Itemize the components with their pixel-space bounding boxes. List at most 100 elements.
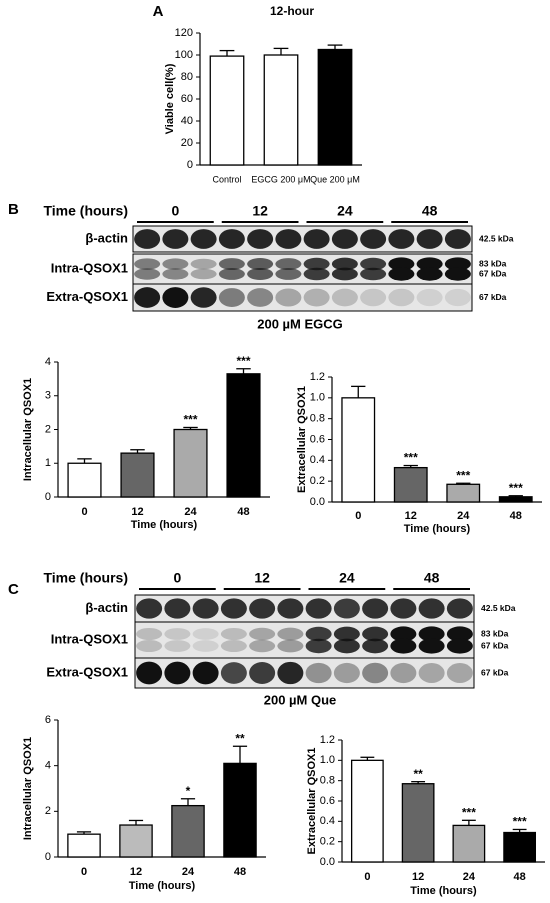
error-bar (456, 482, 471, 485)
blot-band (416, 288, 443, 307)
blot-band (192, 628, 219, 640)
blot-band (162, 268, 189, 280)
blot-band (190, 268, 217, 280)
kda-label: 83 kDa (479, 258, 507, 268)
error-bar (76, 831, 92, 835)
bar (446, 483, 481, 503)
y-tick-label: 2 (45, 805, 51, 817)
bar (263, 54, 299, 166)
bar (223, 762, 257, 858)
x-tick-label: 24 (463, 871, 476, 883)
time-label: 12 (252, 203, 268, 219)
x-tick-label: 0 (364, 871, 370, 883)
blot-band (390, 662, 417, 684)
error-bar (232, 745, 248, 764)
y-tick-label: 1 (45, 457, 51, 469)
blot-band (446, 626, 473, 642)
blot-band (162, 258, 189, 270)
y-tick-label: 4 (45, 760, 51, 772)
blot-strip (134, 594, 475, 623)
blot-band (362, 638, 389, 654)
blot-band (305, 662, 332, 684)
blot-band (446, 598, 473, 619)
y-tick-label: 0.2 (320, 836, 335, 848)
blot-band (218, 268, 245, 280)
blot-band (192, 640, 219, 652)
significance: ** (413, 767, 423, 781)
blot-band (331, 288, 358, 307)
y-tick-label: 60 (181, 93, 193, 105)
y-tick-label: 0 (45, 851, 51, 863)
blot-band (444, 267, 471, 281)
blot-band (164, 628, 191, 640)
y-tick-label: 2 (45, 423, 51, 435)
blot-band (390, 626, 417, 642)
significance: *** (513, 815, 527, 829)
x-tick-label: 12 (405, 510, 417, 522)
blot-caption: 200 µM Que (264, 692, 337, 707)
blot-band (303, 257, 330, 271)
significance: *** (183, 413, 197, 427)
blot-band (388, 229, 415, 249)
bar (317, 48, 353, 166)
x-tick-label: 0 (355, 510, 361, 522)
bar (120, 452, 155, 498)
x-axis-label: Time (hours) (129, 880, 196, 892)
y-tick-label: 0.2 (310, 475, 325, 487)
blot-band (333, 626, 360, 642)
blot-band (444, 257, 471, 271)
significance: *** (236, 354, 250, 368)
blot-band (446, 663, 473, 683)
blot-band (416, 257, 443, 271)
significance: ** (235, 731, 245, 745)
blot-band (360, 229, 387, 249)
blot-band (388, 257, 415, 271)
blot-strip (132, 253, 473, 285)
blot-band (275, 258, 302, 270)
significance: *** (509, 481, 523, 495)
blot-band (218, 288, 245, 307)
blot-band (247, 268, 274, 280)
blot-band (331, 257, 358, 271)
blot-band (220, 662, 247, 684)
blot-band (134, 287, 161, 308)
error-bar (508, 495, 523, 497)
blot-band (303, 267, 330, 281)
blot-band (362, 662, 389, 684)
time-label: 12 (254, 570, 270, 586)
chart-title: 12-hour (270, 4, 314, 18)
time-header: Time (hours) (43, 570, 128, 586)
blot-band (416, 229, 443, 249)
blot-band (275, 268, 302, 280)
error-bar (128, 819, 144, 826)
blot-band (277, 598, 304, 619)
blot-strip (134, 657, 475, 689)
bar (393, 466, 428, 503)
kda-label: 67 kDa (481, 640, 509, 650)
blot-band (331, 267, 358, 281)
blot-band (218, 229, 245, 249)
row-label: β-actin (85, 230, 128, 245)
significance: *** (404, 451, 418, 465)
bar (119, 824, 153, 858)
blot-band (220, 598, 247, 619)
kda-label: 67 kDa (479, 268, 507, 278)
y-tick-label: 20 (181, 137, 193, 149)
y-tick-label: 120 (175, 27, 193, 39)
y-tick-label: 40 (181, 115, 193, 127)
x-tick-label: 0 (81, 866, 87, 878)
y-tick-label: 1.0 (310, 392, 325, 404)
time-header: Time (hours) (43, 203, 128, 219)
significance: *** (456, 468, 470, 482)
x-tick-label: Que 200 μM (310, 174, 360, 184)
blot-band (190, 287, 217, 308)
blot-band (190, 258, 217, 270)
error-bar (411, 781, 426, 784)
error-bar (236, 368, 251, 374)
y-tick-label: 1.2 (320, 734, 335, 746)
y-axis-label: Extracellular QSOX1 (296, 386, 308, 493)
blot-band (333, 598, 360, 619)
bar (67, 462, 102, 498)
x-tick-label: 48 (514, 871, 526, 883)
